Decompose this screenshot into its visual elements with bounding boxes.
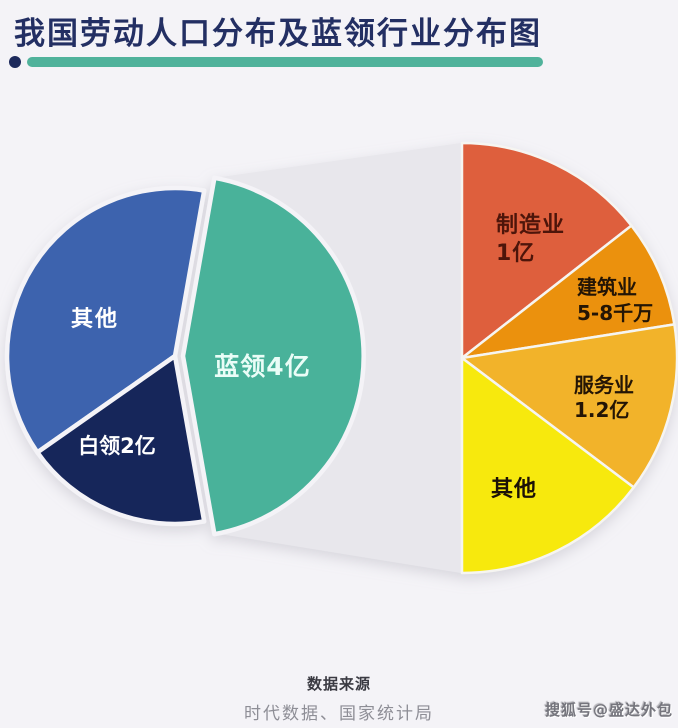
labor-pie-chart	[4, 175, 366, 537]
title-accent-dot	[9, 56, 21, 68]
industry-fan-chart	[460, 141, 678, 575]
page-title: 我国劳动人口分布及蓝领行业分布图	[14, 16, 542, 52]
pie-slice-other	[4, 185, 207, 455]
pie-slice-bluecollar	[180, 175, 366, 537]
fan-label-other: 其他	[491, 477, 538, 502]
data-source-block: 数据来源 时代数据、国家统计局	[0, 673, 678, 724]
source-label: 数据来源	[306, 675, 371, 693]
fan-slice-construction	[460, 224, 676, 360]
fan-label-manufacturing-value: 1亿	[496, 241, 536, 266]
fan-label-manufacturing-name: 制造业	[496, 213, 566, 238]
fan-label-construction-value: 5-8千万	[577, 301, 654, 325]
title-accent-bar	[27, 57, 543, 67]
fan-label-services-value: 1.2亿	[574, 398, 630, 422]
fan-label-construction-name: 建筑业	[577, 275, 637, 299]
fan-slice-services	[460, 323, 678, 489]
fan-label-manufacturing: 制造业 1亿	[496, 212, 565, 268]
pie-label-other: 其他	[70, 307, 119, 332]
fan-slice-other	[460, 356, 635, 575]
pie-label-whitecollar: 白领2亿	[78, 434, 156, 458]
source-names: 时代数据、国家统计局	[244, 704, 434, 724]
fan-label-construction: 建筑业 5-8千万	[577, 274, 653, 326]
watermark: 搜狐号@盛达外包	[544, 701, 673, 719]
pie-slice-whitecollar	[35, 353, 207, 527]
fan-label-services: 服务业 1.2亿	[574, 373, 634, 423]
fan-label-services-name: 服务业	[574, 373, 634, 397]
fan-slice-manufacturing	[460, 141, 633, 360]
pie-label-bluecollar: 蓝领4亿	[214, 352, 311, 381]
